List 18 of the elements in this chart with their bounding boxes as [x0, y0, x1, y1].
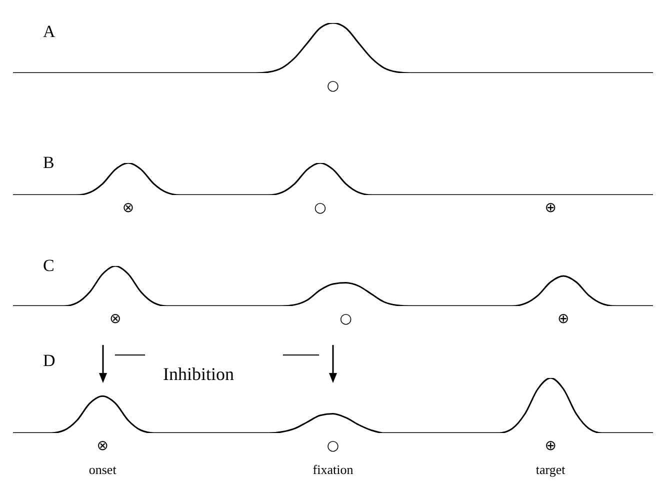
text: ○: [338, 311, 353, 327]
chart-title: A: [43, 22, 56, 42]
x-tick-label: onset: [88, 462, 117, 478]
text: ○: [326, 438, 340, 454]
text: ○: [326, 78, 340, 94]
text: ⊗: [121, 200, 136, 216]
annotation: Inhibition: [163, 364, 234, 385]
text: ⊕: [544, 200, 558, 216]
chart-title: B: [43, 153, 54, 173]
text: ⊗: [108, 311, 122, 327]
text: ⊕: [556, 311, 570, 327]
chart-title: C: [43, 256, 54, 276]
text: ⊕: [544, 438, 558, 454]
text: ○: [313, 200, 328, 216]
chart-title: D: [43, 351, 56, 371]
x-tick-label: fixation: [312, 462, 354, 478]
text: ⊗: [96, 438, 110, 454]
x-tick-label: target: [536, 462, 566, 478]
